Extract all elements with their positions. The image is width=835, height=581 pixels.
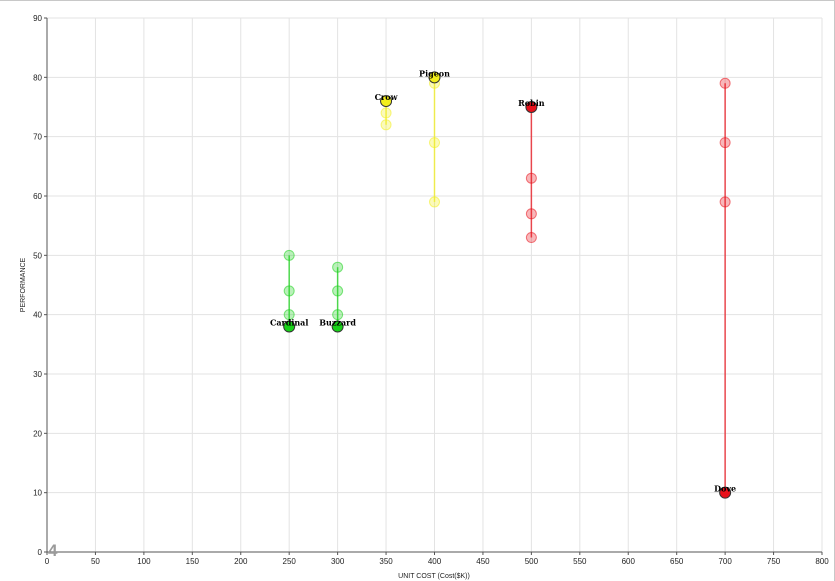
series-robin: Robin bbox=[518, 98, 545, 244]
corner-mark: 4 bbox=[48, 541, 58, 560]
x-tick-label: 50 bbox=[91, 557, 100, 566]
history-point bbox=[380, 119, 392, 131]
y-tick-labels: 0 10 20 30 40 50 60 70 80 90 bbox=[33, 14, 42, 557]
y-tick-label: 20 bbox=[33, 429, 42, 438]
history-point bbox=[525, 208, 537, 220]
history-point bbox=[525, 172, 537, 184]
current-point[interactable] bbox=[380, 95, 393, 108]
series-pigeon: Pigeon bbox=[419, 68, 450, 208]
history-point bbox=[719, 137, 731, 149]
x-tick-label: 400 bbox=[428, 557, 442, 566]
point-label: Buzzard bbox=[319, 318, 356, 328]
x-tick-label: 350 bbox=[379, 557, 393, 566]
grid bbox=[46, 17, 823, 553]
y-tick-label: 70 bbox=[33, 133, 42, 142]
y-tick-label: 60 bbox=[33, 192, 42, 201]
series-group: Cardinal Buzzard Crow Pigeon Robin Dove bbox=[270, 68, 736, 499]
y-tick-label: 80 bbox=[33, 73, 42, 82]
point-label: Robin bbox=[518, 98, 545, 108]
series-dove: Dove bbox=[714, 77, 736, 499]
x-tick-label: 250 bbox=[283, 557, 297, 566]
x-tick-label: 300 bbox=[331, 557, 345, 566]
axes bbox=[44, 17, 823, 555]
current-point[interactable] bbox=[283, 320, 296, 333]
x-tick-label: 600 bbox=[622, 557, 636, 566]
history-point bbox=[525, 232, 537, 244]
history-point bbox=[429, 196, 440, 208]
x-tick-label: 650 bbox=[670, 557, 684, 566]
x-tick-label: 750 bbox=[767, 557, 781, 566]
series-buzzard: Buzzard bbox=[319, 261, 356, 333]
history-point bbox=[380, 107, 392, 119]
x-tick-label: 450 bbox=[476, 557, 490, 566]
current-point[interactable] bbox=[331, 320, 344, 333]
history-point bbox=[719, 77, 731, 89]
x-tick-label: 500 bbox=[525, 557, 539, 566]
series-cardinal: Cardinal bbox=[270, 249, 308, 333]
history-point bbox=[283, 285, 295, 297]
history-point bbox=[283, 309, 295, 321]
point-label: Cardinal bbox=[270, 318, 308, 328]
y-tick-label: 0 bbox=[38, 548, 43, 557]
y-tick-label: 40 bbox=[33, 311, 42, 320]
y-tick-label: 10 bbox=[33, 489, 42, 498]
current-point[interactable] bbox=[719, 486, 732, 499]
history-point bbox=[332, 285, 344, 297]
series-crow: Crow bbox=[375, 92, 399, 131]
history-point bbox=[283, 249, 295, 261]
y-tick-label: 90 bbox=[33, 14, 42, 23]
history-point bbox=[332, 309, 344, 321]
x-tick-label: 100 bbox=[137, 557, 151, 566]
history-point bbox=[332, 261, 344, 273]
x-tick-label: 550 bbox=[573, 557, 587, 566]
y-axis-title: PERFORMANCE bbox=[20, 257, 27, 312]
history-point bbox=[429, 137, 440, 149]
current-point[interactable] bbox=[525, 101, 538, 113]
x-axis-title: UNIT COST (Cost($K)) bbox=[398, 573, 470, 580]
current-point[interactable] bbox=[428, 71, 441, 84]
point-label: Dove bbox=[714, 484, 736, 494]
y-tick-label: 30 bbox=[33, 370, 42, 379]
x-tick-labels: 0 50 100 150 200 250 300 350 400 450 500 550 600 650 7… bbox=[45, 557, 829, 566]
x-tick-label: 200 bbox=[234, 557, 248, 566]
point-label: Pigeon bbox=[419, 68, 450, 78]
x-tick-label: 150 bbox=[186, 557, 200, 566]
history-point bbox=[719, 196, 731, 208]
x-tick-label: 800 bbox=[815, 557, 829, 566]
x-tick-label: 0 bbox=[45, 557, 50, 566]
x-tick-label: 700 bbox=[718, 557, 732, 566]
point-label: Crow bbox=[375, 92, 399, 102]
y-tick-label: 50 bbox=[33, 251, 42, 260]
